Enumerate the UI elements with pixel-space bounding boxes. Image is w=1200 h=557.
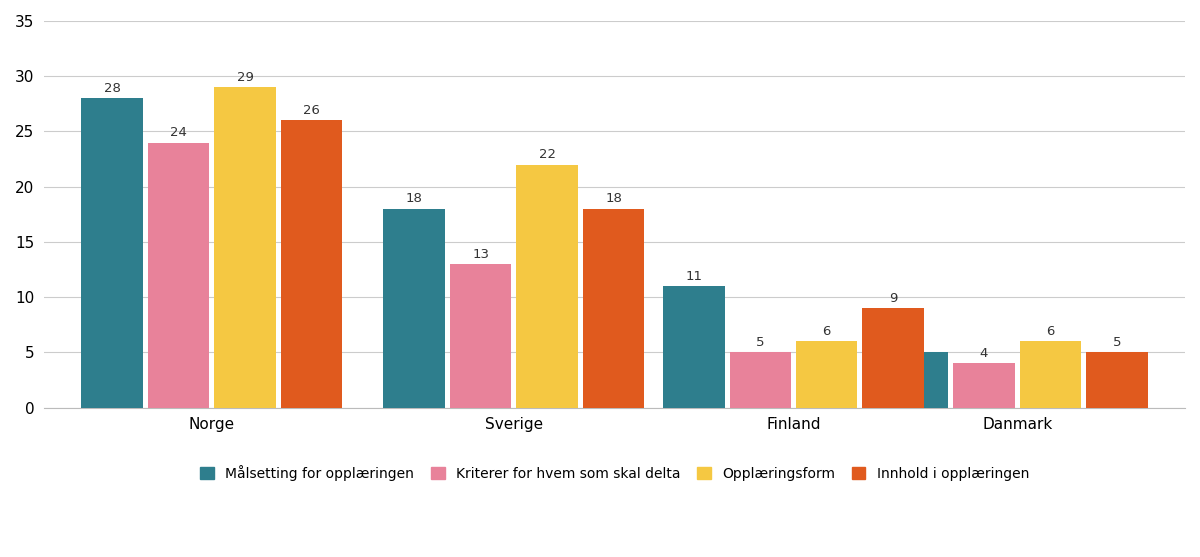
Bar (1086, 353, 1147, 408)
Bar (730, 353, 791, 408)
Bar (953, 364, 1015, 408)
Text: 5: 5 (913, 336, 922, 349)
Bar (148, 143, 210, 408)
Text: 6: 6 (1046, 325, 1055, 338)
Legend: Målsetting for opplæringen, Kriterer for hvem som skal delta, Opplæringsform, In: Målsetting for opplæringen, Kriterer for… (200, 465, 1028, 481)
Text: 11: 11 (685, 270, 702, 283)
Bar (887, 353, 948, 408)
Bar (583, 209, 644, 408)
Text: 18: 18 (406, 193, 422, 206)
Text: 6: 6 (822, 325, 830, 338)
Bar (215, 87, 276, 408)
Text: 5: 5 (756, 336, 764, 349)
Text: 4: 4 (980, 347, 988, 360)
Text: 26: 26 (304, 104, 320, 117)
Bar (384, 209, 445, 408)
Bar (1020, 341, 1081, 408)
Text: 28: 28 (103, 82, 121, 95)
Text: 13: 13 (472, 248, 490, 261)
Text: 24: 24 (170, 126, 187, 139)
Text: 22: 22 (539, 148, 556, 162)
Bar (863, 308, 924, 408)
Text: 9: 9 (889, 292, 898, 305)
Bar (664, 286, 725, 408)
Bar (82, 99, 143, 408)
Text: 29: 29 (236, 71, 253, 84)
Bar (281, 120, 342, 408)
Text: 18: 18 (605, 193, 622, 206)
Bar (516, 165, 578, 408)
Bar (796, 341, 858, 408)
Bar (450, 264, 511, 408)
Text: 5: 5 (1112, 336, 1121, 349)
